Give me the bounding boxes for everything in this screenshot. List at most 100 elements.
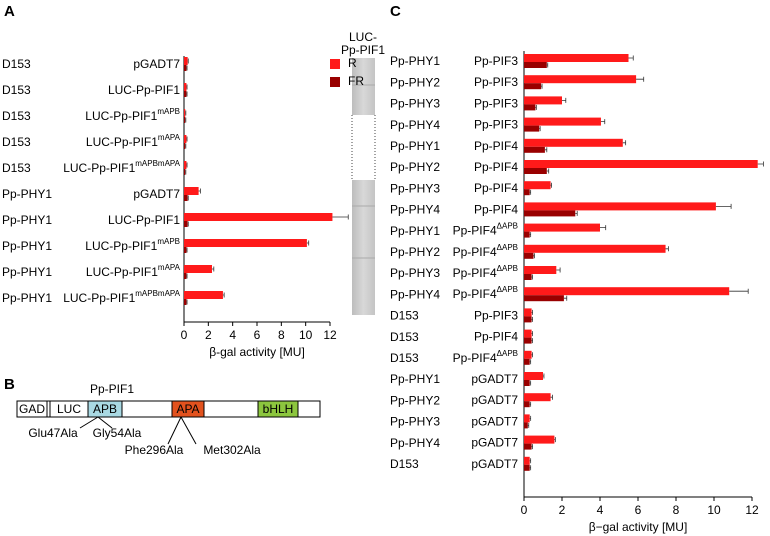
bait-label: D153	[390, 457, 419, 471]
x-tick-label: 6	[635, 503, 642, 517]
bar	[524, 96, 562, 105]
prey-label: LUC-Pp-PIF1mAPBmAPA	[63, 289, 180, 305]
prey-label: Pp-PIF4ΔAPB	[453, 243, 518, 259]
prey-label: LUC-Pp-PIF1mAPA	[86, 133, 181, 149]
prey-label: pGADT7	[471, 372, 518, 386]
bar	[184, 169, 186, 175]
prey-superscript: ΔAPB	[497, 264, 518, 273]
x-tick-label: 10	[299, 328, 313, 342]
error-bar	[185, 110, 187, 116]
bar	[524, 393, 551, 402]
bait-label: Pp-PHY1	[2, 265, 52, 279]
error-bar	[186, 162, 188, 168]
blot-image	[352, 180, 375, 315]
bait-label: Pp-PHY4	[390, 287, 440, 301]
mutation-line	[79, 416, 197, 445]
error-bar	[185, 169, 187, 175]
prey-name: Pp-PIF3	[474, 309, 518, 323]
bait-label: Pp-PHY1	[390, 224, 440, 238]
x-tick-label: 0	[521, 503, 528, 517]
domain-label: bHLH	[263, 402, 294, 416]
prey-superscript: mAPBmAPA	[135, 289, 180, 298]
error-bar	[185, 143, 187, 149]
prey-name: LUC-Pp-PIF1	[86, 265, 158, 279]
prey-label: Pp-PIF3	[474, 309, 518, 323]
bait-label: Pp-PHY2	[390, 160, 440, 174]
legend-label: R	[348, 56, 357, 70]
bar	[524, 422, 528, 429]
bar	[524, 75, 637, 84]
bar	[184, 83, 187, 91]
error-bar	[186, 299, 188, 305]
bait-label: Pp-PHY1	[2, 239, 52, 253]
bar	[184, 239, 307, 247]
error-bar	[544, 147, 548, 153]
prey-superscript: mAPB	[157, 237, 180, 246]
bar	[184, 187, 199, 195]
error-bar	[527, 422, 530, 428]
x-tick-label: 4	[229, 328, 236, 342]
bait-label: Pp-PHY2	[390, 245, 440, 259]
bait-label: Pp-PHY1	[390, 54, 440, 68]
error-bar	[600, 119, 606, 125]
panel-label: B	[4, 376, 15, 393]
prey-label: Pp-PIF4	[474, 181, 518, 195]
prey-name: Pp-PIF4	[474, 203, 518, 217]
domain-label: LUC	[57, 402, 81, 416]
bait-label: Pp-PHY1	[390, 139, 440, 153]
x-tick-label: 6	[254, 328, 261, 342]
blot: LUC- Pp-PIF1	[341, 30, 385, 315]
bait-label: Pp-PHY3	[390, 266, 440, 280]
bar	[184, 247, 187, 253]
error-bar	[636, 76, 645, 82]
x-tick-label: 0	[181, 328, 188, 342]
prey-label: Pp-PIF4	[474, 203, 518, 217]
bait-label: D153	[2, 57, 31, 71]
domain-label: APA	[176, 402, 199, 416]
prey-name: LUC-Pp-PIF1	[85, 109, 157, 123]
prey-label: pGADT7	[471, 436, 518, 450]
bait-label: D153	[390, 351, 419, 365]
prey-superscript: mAPA	[158, 263, 181, 272]
error-bar	[186, 91, 188, 97]
bar	[524, 274, 532, 280]
prey-label: LUC-Pp-PIF1mAPA	[86, 263, 181, 279]
error-bar	[186, 136, 188, 142]
bait-label: Pp-PHY2	[390, 393, 440, 407]
domain	[87, 400, 123, 418]
legend-swatch	[330, 59, 340, 69]
x-tick-label: 4	[597, 503, 604, 517]
prey-name: LUC-Pp-PIF1	[63, 161, 135, 175]
bait-label: D153	[2, 161, 31, 175]
bar	[184, 221, 188, 227]
bait-label: Pp-PHY2	[390, 75, 440, 89]
error-bar	[531, 309, 533, 315]
error-bar	[529, 401, 532, 407]
error-bar	[529, 232, 532, 238]
bar	[524, 372, 543, 380]
error-bar	[729, 288, 749, 294]
error-bar	[531, 274, 533, 280]
bait-label: Pp-PHY3	[390, 97, 440, 111]
error-bar	[529, 465, 532, 471]
bait-label: D153	[2, 135, 31, 149]
bar	[184, 213, 333, 221]
bar	[524, 316, 532, 323]
prey-name: LUC-Pp-PIF1	[63, 291, 135, 305]
bar	[524, 443, 532, 450]
bar	[524, 210, 576, 217]
prey-name: pGADT7	[133, 187, 180, 201]
bar	[184, 195, 188, 201]
bar	[524, 464, 530, 471]
prey-label: Pp-PIF4ΔAPB	[453, 285, 518, 301]
prey-label: Pp-PIF4	[474, 139, 518, 153]
error-bar	[554, 437, 556, 443]
error-bar	[531, 331, 533, 337]
prey-label: Pp-PIF3	[474, 118, 518, 132]
prey-label: LUC-Pp-PIF1mAPB	[85, 237, 180, 253]
bar	[184, 143, 186, 149]
prey-label: Pp-PIF3	[474, 75, 518, 89]
prey-label: LUC-Pp-PIF1	[108, 213, 180, 227]
error-bar	[529, 359, 532, 365]
bar	[524, 350, 532, 359]
